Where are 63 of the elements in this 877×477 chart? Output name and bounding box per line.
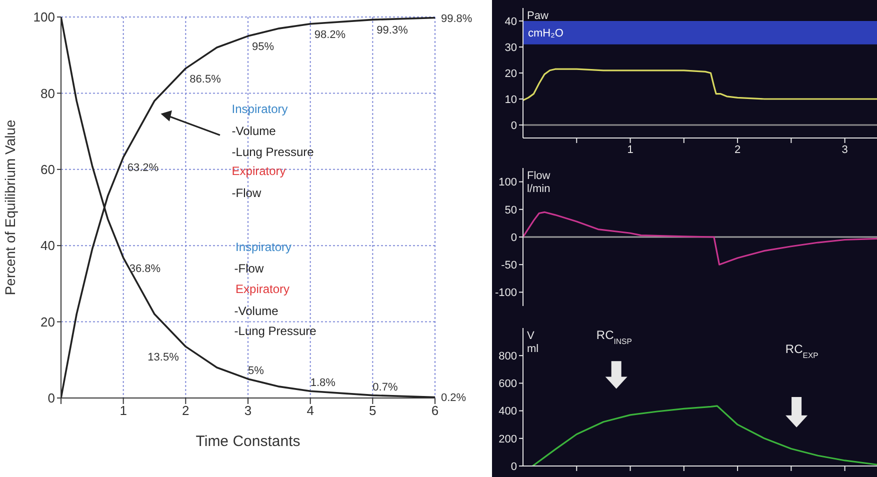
y-tick-label: 400 [498,406,517,418]
annotation: RC$_{INSP}$ [596,328,632,346]
y-tick-label: -100 [494,287,517,300]
y-tick-label: 600 [498,378,517,390]
x-axis-title: Time Constants [196,433,300,450]
y-tick-label: 0 [510,120,517,132]
x-tick-label: 2 [182,403,190,418]
data-label: 99.8% [441,12,472,25]
x-tick-label: 1 [627,144,634,156]
y-tick-label: 50 [504,204,517,216]
y-tick-label: 0 [510,460,517,473]
y-tick-label: 10 [504,94,517,106]
data-label: 36.8% [129,262,161,275]
annotation: -Volume [234,304,279,318]
annotation: RC$_{EXP}$ [785,342,818,360]
x-tick-label: 5 [369,403,376,418]
y-tick-label: 80 [40,86,55,101]
data-label: 99.3% [376,24,408,37]
annotation: Inspiratory [232,102,288,116]
line-series [523,211,877,266]
data-label: 13.5% [148,352,180,364]
line-series [532,405,877,466]
data-label: 86.5% [190,73,222,86]
data-label: 1.8% [310,377,336,390]
x-tick-label: 1 [120,403,127,418]
y-tick-label: 30 [504,42,517,54]
y-tick-label: -50 [501,260,517,272]
x-tick-label: 4 [306,403,314,418]
data-label: 0.2% [441,392,466,404]
y-tick-label: 20 [40,314,55,330]
y-tick-label: 40 [40,238,55,254]
x-tick-label: 2 [734,144,741,156]
y-tick-label: 60 [40,162,55,178]
data-label: 98.2% [314,28,346,41]
x-tick-label: 6 [431,403,439,418]
data-label: 5% [248,364,264,377]
y-axis-title: Paw [527,10,548,22]
annotation: -Flow [234,261,264,276]
data-label: 95% [252,41,274,54]
y-axis-title: V ml [527,330,539,355]
y-tick-label: 100 [33,10,55,25]
annotation: -Lung Pressure [234,324,317,338]
y-axis-title: Flow l/min [527,170,550,195]
y-axis-title: Percent of Equilibrium Value [2,119,18,296]
x-tick-label: 3 [842,144,848,156]
y-tick-label: 200 [498,433,517,446]
y-tick-label: 100 [498,176,517,189]
y-tick-label: 0 [48,390,55,406]
annotation: Inspiratory [236,240,292,254]
x-tick-label: 3 [244,403,252,418]
annotation: Expiratory [236,282,290,296]
annotation: -Lung Pressure [232,145,314,160]
annotation: -Volume [232,124,276,138]
band-label: cmH₂O [528,28,564,40]
annotation: Expiratory [232,164,286,178]
y-tick-label: 800 [498,350,517,363]
data-label: 0.7% [372,381,398,394]
y-tick-label: 0 [510,232,517,244]
y-tick-label: 40 [504,16,517,28]
line-series [523,68,877,102]
annotation: -Flow [232,186,262,200]
data-label: 63.2% [127,162,159,174]
y-tick-label: 20 [504,68,517,80]
